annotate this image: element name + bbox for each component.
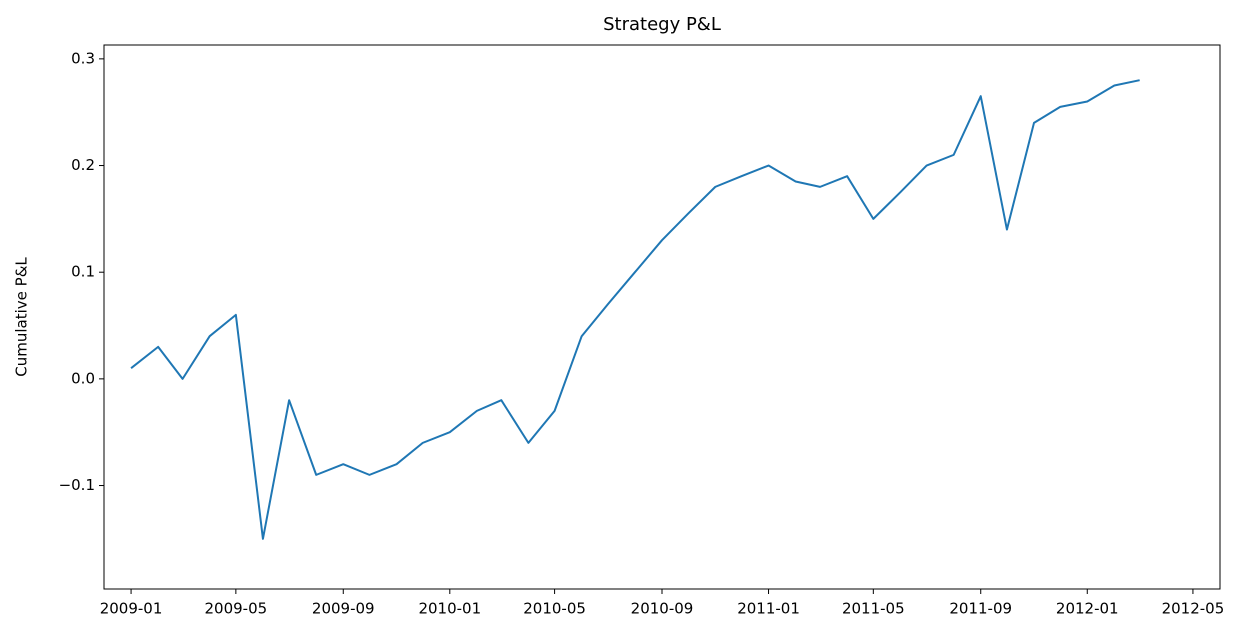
x-tick-label: 2011-09	[949, 600, 1012, 618]
x-tick-label: 2012-01	[1056, 600, 1119, 618]
y-axis-label: Cumulative P&L	[13, 257, 31, 377]
x-tick-label: 2010-05	[523, 600, 586, 618]
y-tick-label: 0.2	[71, 156, 95, 174]
x-tick-label: 2009-01	[100, 600, 163, 618]
chart-title: Strategy P&L	[603, 14, 721, 35]
y-tick-label: 0.1	[71, 263, 95, 281]
x-tick-label: 2011-01	[737, 600, 800, 618]
x-tick-label: 2009-09	[312, 600, 375, 618]
y-tick-label: −0.1	[59, 476, 95, 494]
x-tick-label: 2011-05	[842, 600, 905, 618]
plot-frame	[103, 44, 1221, 590]
x-tick-label: 2012-05	[1162, 600, 1225, 618]
x-tick-label: 2010-01	[418, 600, 481, 618]
x-tick-label: 2009-05	[205, 600, 268, 618]
y-tick-label: 0.3	[71, 49, 95, 67]
y-tick-label: 0.0	[71, 369, 95, 387]
line-series	[130, 79, 1140, 540]
x-tick-label: 2010-09	[631, 600, 694, 618]
